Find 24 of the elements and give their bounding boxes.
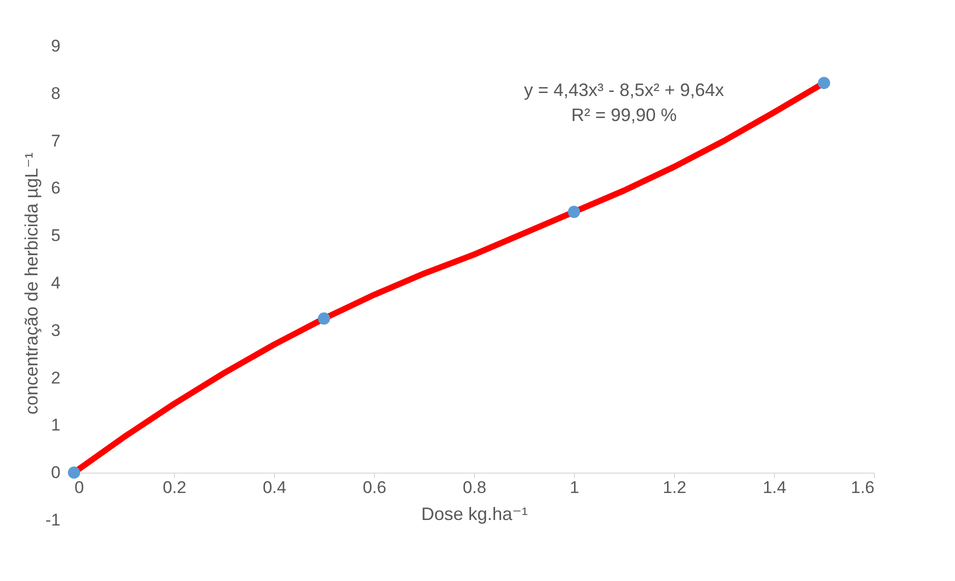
x-tick-label: 0.2 (162, 478, 186, 498)
x-axis-title: Dose kg.ha⁻¹ (421, 504, 528, 524)
x-tick-label: 1.2 (662, 478, 686, 498)
y-tick-label: 0 (51, 463, 60, 482)
x-tick-label: 1.4 (762, 478, 786, 498)
x-tick-label: 0.4 (262, 478, 286, 498)
x-tick-label: 0 (74, 478, 84, 498)
y-tick-label: 5 (51, 226, 60, 246)
y-tick-label: 9 (51, 36, 60, 56)
y-axis-title: concentração de herbicida µgL⁻¹ (21, 152, 42, 415)
x-tick-label: 0.8 (462, 478, 486, 498)
x-tick-label: 1 (570, 478, 580, 498)
y-tick-label: 4 (51, 274, 60, 292)
y-tick-label: 7 (51, 131, 60, 150)
x-tick-label: 0.6 (362, 478, 386, 498)
y-tick-label: -1 (45, 510, 60, 530)
y-tick-label: 6 (51, 178, 60, 198)
y-tick-label: 3 (51, 320, 60, 340)
y-tick-label: 1 (51, 416, 60, 435)
y-tick-label: 2 (51, 368, 60, 388)
annotation: y = 4,43x³ - 8,5x² + 9,64x (524, 80, 724, 100)
y-tick-label: 8 (51, 84, 60, 103)
annotation: R² = 99,90 % (571, 105, 677, 125)
x-tick-label: 1.6 (850, 478, 874, 498)
